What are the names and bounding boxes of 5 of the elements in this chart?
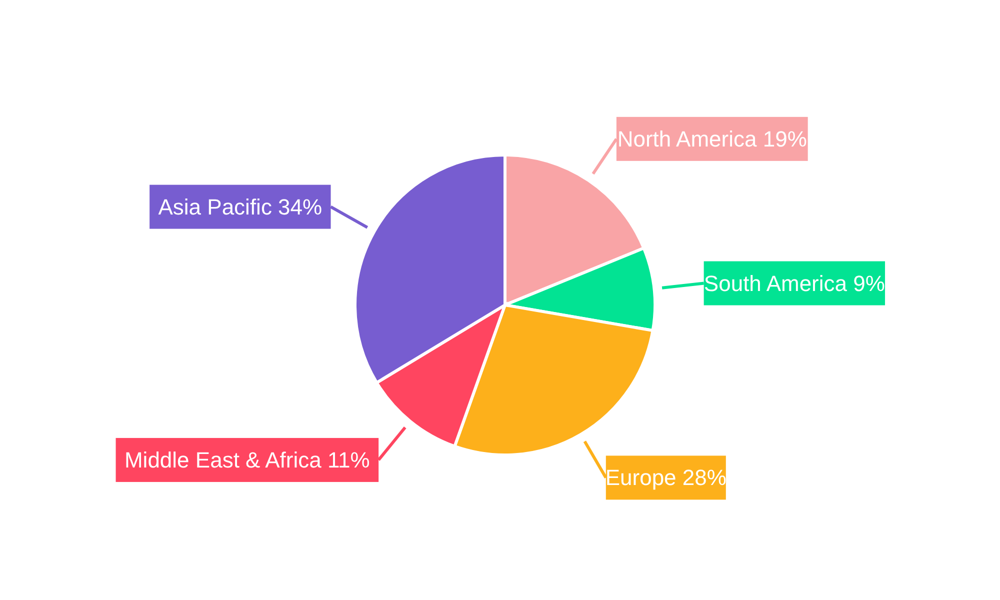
slice-label: Asia Pacific 34% — [158, 194, 322, 220]
slice-label: Middle East & Africa 11% — [124, 447, 370, 472]
slice-label: Europe 28% — [605, 465, 726, 490]
slice-label: North America 19% — [617, 126, 807, 152]
slice-label: South America 9% — [704, 270, 885, 296]
